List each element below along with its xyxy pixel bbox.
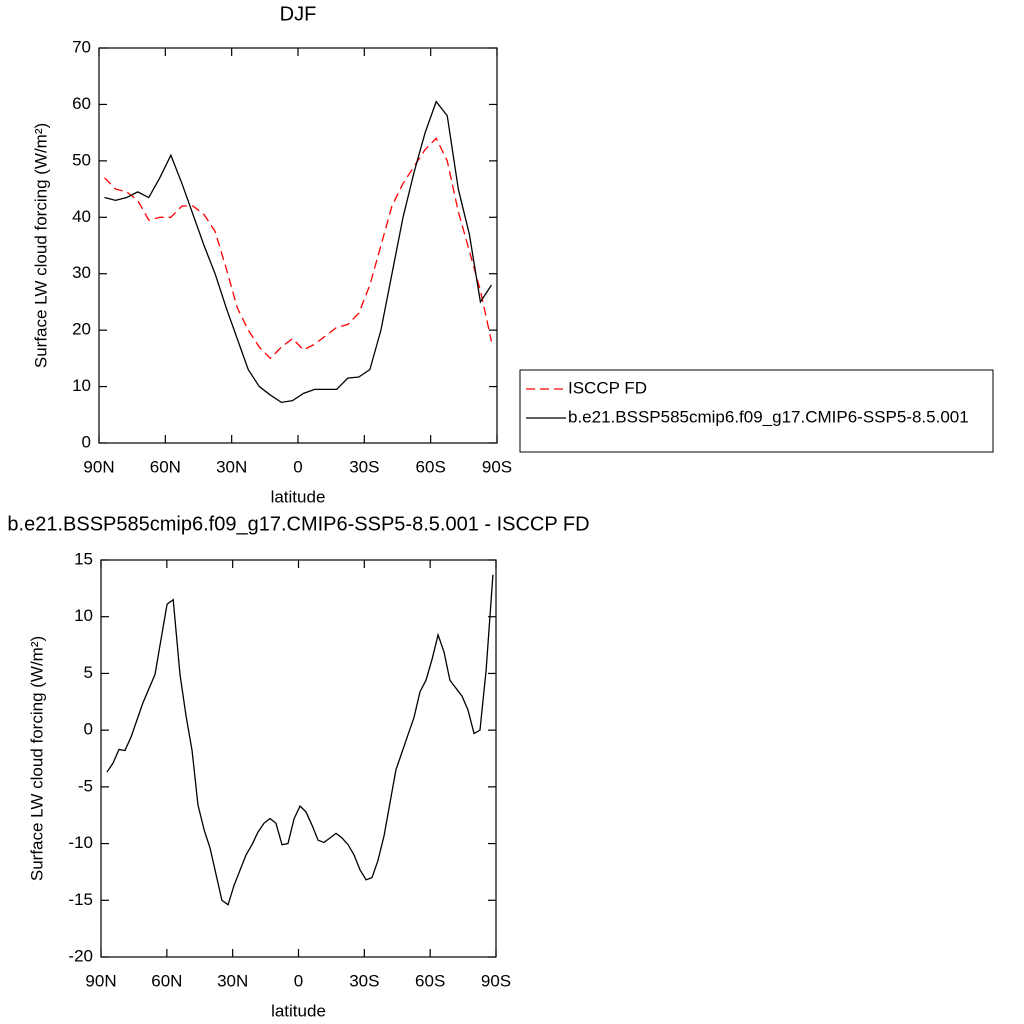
x-tick-label: 60N [151, 971, 182, 990]
y-tick-label: 30 [72, 263, 91, 282]
x-tick-label: 30S [349, 971, 379, 990]
x-axis-label: latitude [271, 487, 326, 506]
x-tick-label: 60S [416, 457, 446, 476]
y-axis-label: Surface LW cloud forcing (W/m²) [31, 123, 50, 368]
x-tick-label: 60N [150, 457, 181, 476]
y-tick-label: 60 [72, 94, 91, 113]
legend-box [519, 369, 994, 453]
y-tick-label: 70 [72, 37, 91, 56]
plot-frame [100, 559, 497, 958]
x-tick-label: 90S [482, 457, 512, 476]
y-tick-label: 15 [74, 549, 93, 568]
x-tick-label: 30N [217, 971, 248, 990]
legend-label: ISCCP FD [568, 378, 647, 397]
x-tick-label: 0 [294, 971, 303, 990]
data-line [106, 574, 494, 906]
y-tick-label: -20 [68, 946, 93, 965]
legend-label: b.e21.BSSP585cmip6.f09_g17.CMIP6-SSP5-8.… [568, 407, 969, 426]
x-tick-label: 90S [481, 971, 511, 990]
y-tick-label: -10 [68, 833, 93, 852]
x-tick-label: 60S [415, 971, 445, 990]
x-tick-label: 30S [349, 457, 379, 476]
x-tick-label: 0 [293, 457, 302, 476]
y-tick-label: 10 [72, 376, 91, 395]
chart-title: b.e21.BSSP585cmip6.f09_g17.CMIP6-SSP5-8.… [7, 513, 589, 535]
x-tick-label: 90N [85, 971, 116, 990]
y-tick-label: 40 [72, 207, 91, 226]
y-tick-label: -15 [68, 890, 93, 909]
y-tick-label: 20 [72, 320, 91, 339]
x-tick-label: 90N [83, 457, 114, 476]
data-line [104, 137, 493, 360]
chart-title: DJF [280, 3, 317, 25]
y-axis-label: Surface LW cloud forcing (W/m²) [27, 636, 46, 881]
y-tick-label: 0 [82, 432, 91, 451]
y-tick-label: 0 [84, 720, 93, 739]
plot-frame [98, 47, 498, 444]
y-tick-label: 5 [84, 663, 93, 682]
y-tick-label: 50 [72, 150, 91, 169]
y-tick-label: 10 [74, 606, 93, 625]
data-line [104, 100, 493, 404]
x-axis-label: latitude [271, 1001, 326, 1020]
x-tick-label: 30N [216, 457, 247, 476]
y-tick-label: -5 [78, 776, 93, 795]
